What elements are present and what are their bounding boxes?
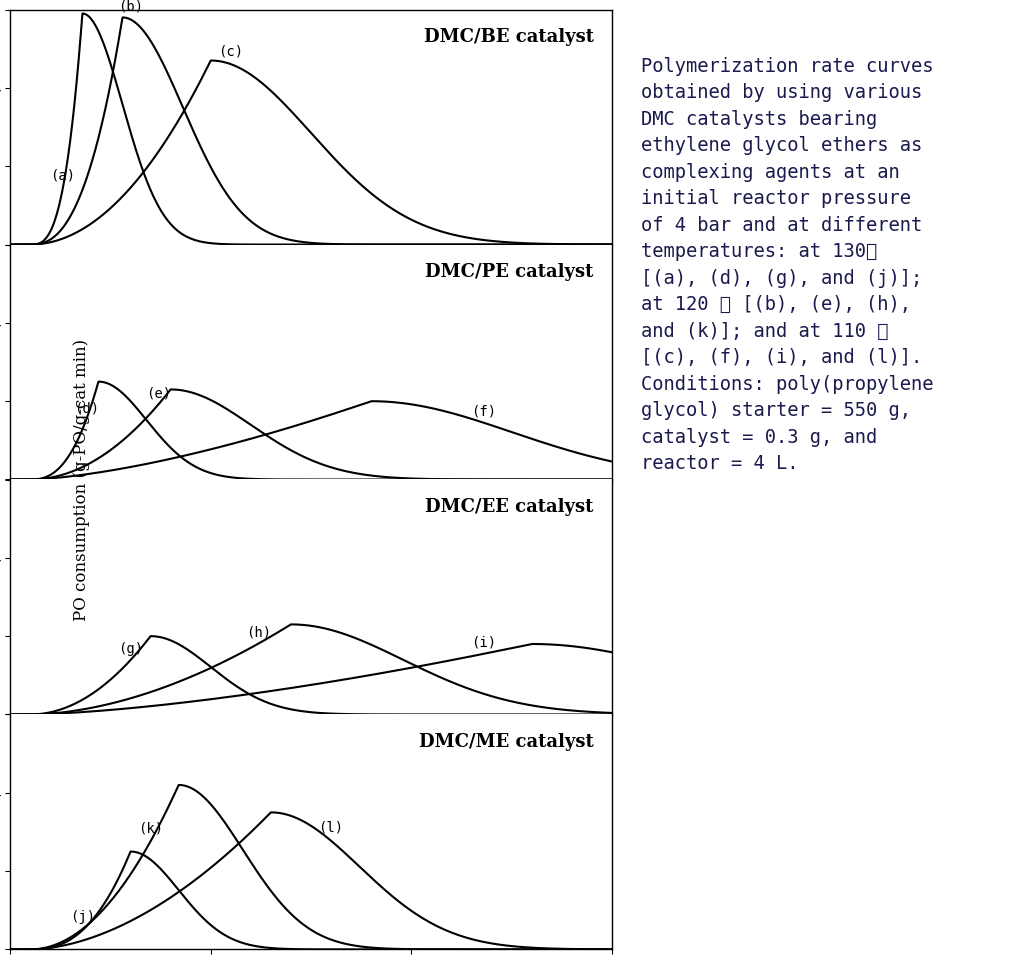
Text: (j): (j) (69, 910, 95, 924)
Text: DMC/PE catalyst: DMC/PE catalyst (425, 264, 593, 281)
Text: DMC/EE catalyst: DMC/EE catalyst (425, 499, 593, 516)
Text: (l): (l) (318, 821, 343, 835)
Text: Polymerization rate curves
obtained by using various
DMC catalysts bearing
ethyl: Polymerization rate curves obtained by u… (641, 57, 932, 473)
Text: DMC/BE catalyst: DMC/BE catalyst (423, 29, 593, 46)
Text: (b): (b) (118, 0, 143, 13)
Text: (f): (f) (471, 405, 495, 419)
Text: (c): (c) (218, 44, 244, 58)
Text: (h): (h) (246, 625, 271, 640)
Text: (i): (i) (471, 636, 495, 650)
Text: (d): (d) (73, 401, 99, 415)
Text: (k): (k) (138, 822, 163, 835)
Text: (g): (g) (118, 643, 143, 656)
Text: PO consumption (g-PO/g-cat min): PO consumption (g-PO/g-cat min) (73, 339, 90, 620)
Text: DMC/ME catalyst: DMC/ME catalyst (419, 734, 593, 751)
Text: (e): (e) (146, 386, 171, 400)
Text: (a): (a) (50, 169, 74, 183)
